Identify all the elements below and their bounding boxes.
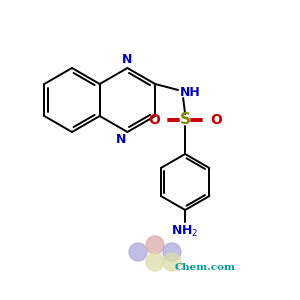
Text: N: N [116, 133, 126, 146]
Text: NH: NH [180, 85, 201, 98]
Text: Chem.com: Chem.com [175, 263, 236, 272]
Text: O: O [210, 113, 222, 127]
Text: NH$_2$: NH$_2$ [172, 224, 199, 239]
Circle shape [146, 253, 164, 271]
Text: O: O [148, 113, 160, 127]
Text: S: S [180, 112, 190, 128]
Circle shape [163, 243, 181, 261]
Circle shape [146, 236, 164, 254]
Circle shape [129, 243, 147, 261]
Circle shape [163, 253, 181, 271]
Text: N: N [122, 53, 133, 66]
